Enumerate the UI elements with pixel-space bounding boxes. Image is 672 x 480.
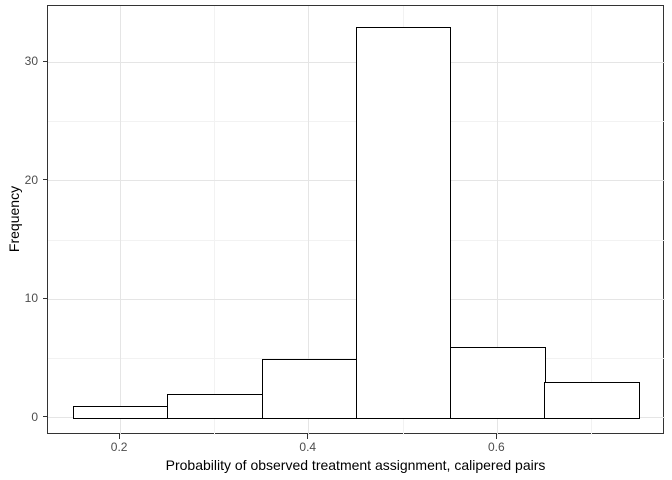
histogram-bar <box>450 346 546 419</box>
x-major-gridline <box>308 6 310 435</box>
histogram-bar <box>72 405 169 419</box>
x-tick-mark <box>118 434 120 439</box>
x-major-gridline <box>119 6 121 435</box>
y-tick-label: 30 <box>24 54 38 69</box>
plot-panel <box>47 5 665 435</box>
y-tick-label: 20 <box>24 172 38 187</box>
y-tick-mark <box>42 297 47 299</box>
x-tick-mark <box>495 434 497 439</box>
y-tick-label: 0 <box>31 409 38 424</box>
histogram-bar <box>544 382 640 419</box>
x-minor-gridline <box>591 6 593 435</box>
y-axis-title: Frequency <box>6 185 22 253</box>
x-minor-gridline <box>213 6 215 435</box>
y-tick-label: 10 <box>24 291 38 306</box>
histogram-bar <box>167 394 263 419</box>
x-tick-label: 0.4 <box>299 440 317 454</box>
x-tick-label: 0.6 <box>487 440 505 454</box>
y-tick-mark <box>42 416 47 418</box>
y-tick-mark <box>42 179 47 181</box>
x-major-gridline <box>496 6 498 435</box>
histogram-bar <box>261 358 358 419</box>
y-tick-mark <box>42 60 47 62</box>
x-tick-label: 0.2 <box>110 440 128 454</box>
x-axis-title: Probability of observed treatment assign… <box>165 457 546 473</box>
x-tick-mark <box>307 434 309 439</box>
histogram-bar <box>355 26 452 419</box>
